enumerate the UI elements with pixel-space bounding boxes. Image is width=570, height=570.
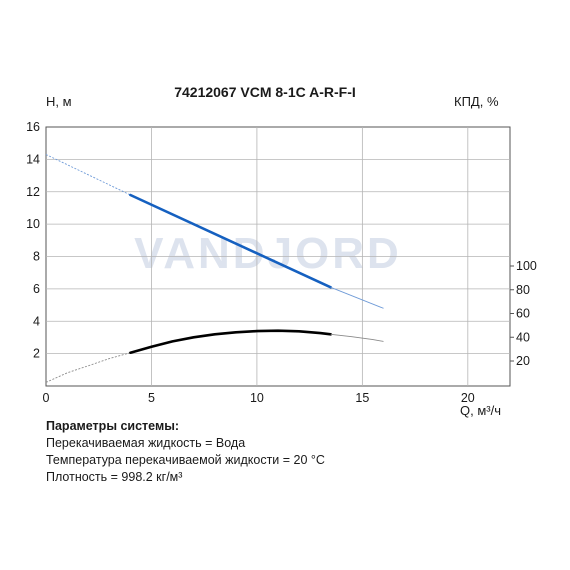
pump-curve-chart: 74212067 VCM 8-1C A-R-F-I H, м КПД, % VA… — [26, 84, 537, 418]
x-tick-label: 10 — [250, 391, 264, 405]
params-line-density: Плотность = 998.2 кг/м³ — [46, 470, 183, 484]
y-tick-label: 10 — [26, 217, 40, 231]
y-tick-label: 6 — [33, 282, 40, 296]
head-curve — [129, 193, 333, 289]
right-tick-label: 80 — [516, 283, 530, 297]
watermark-logo: VANDJORD — [134, 229, 402, 278]
head-curve-lead-extension — [45, 154, 131, 196]
curves — [45, 154, 384, 383]
x-tick-label: 20 — [461, 391, 475, 405]
right-tick-label: 40 — [516, 330, 530, 344]
params-heading: Параметры системы: — [46, 419, 180, 433]
y-tick-label: 8 — [33, 250, 40, 264]
x-axis-label: Q, м³/ч — [460, 403, 501, 418]
axis-ticks: 0 5 10 15 20 2 4 6 8 10 12 14 16 20 40 60 80 100 — [26, 120, 537, 405]
head-curve-trail-extension — [330, 286, 384, 309]
efficiency-curve-trail-extension — [330, 333, 384, 342]
params-line-temperature: Температура перекачиваемой жидкости = 20… — [46, 453, 325, 467]
grid — [45, 126, 511, 387]
x-tick-label: 5 — [148, 391, 155, 405]
x-tick-label: 0 — [43, 391, 50, 405]
right-tick-label: 100 — [516, 259, 537, 273]
y-tick-label: 14 — [26, 152, 40, 166]
y-axis-label-right: КПД, % — [454, 94, 499, 109]
chart-title: 74212067 VCM 8-1C A-R-F-I — [174, 84, 356, 100]
x-tick-label: 15 — [355, 391, 369, 405]
system-parameters: Параметры системы: Перекачиваемая жидкос… — [46, 418, 546, 486]
y-tick-label: 16 — [26, 120, 40, 134]
efficiency-curve — [129, 329, 333, 355]
efficiency-curve-lead-extension — [45, 352, 131, 383]
y-axis-label-left: H, м — [46, 94, 72, 109]
y-tick-label: 4 — [33, 314, 40, 328]
y-tick-label: 2 — [33, 347, 40, 361]
right-tick-label: 20 — [516, 354, 530, 368]
y-tick-label: 12 — [26, 185, 40, 199]
right-tick-label: 60 — [516, 307, 530, 321]
params-line-fluid: Перекачиваемая жидкость = Вода — [46, 436, 246, 450]
